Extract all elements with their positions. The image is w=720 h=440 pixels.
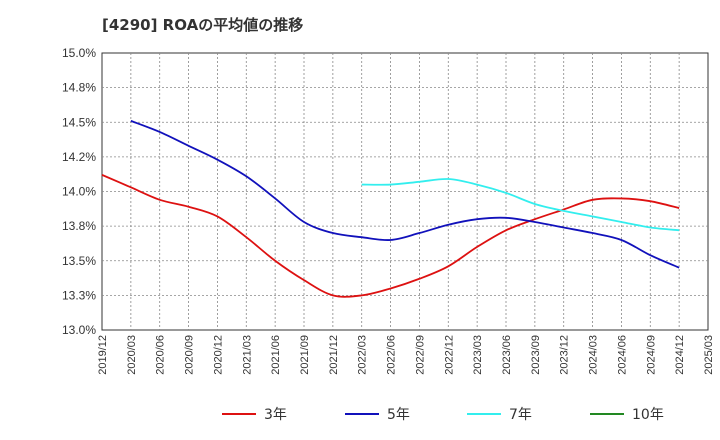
- y-tick-label: 13.3%: [62, 288, 96, 302]
- y-tick-label: 13.0%: [62, 323, 96, 337]
- x-tick-label: 2021/09: [299, 335, 311, 375]
- series-line-1: [130, 120, 680, 269]
- plot-area: [101, 52, 709, 331]
- series-lines: [101, 120, 680, 298]
- y-tick-label: 13.5%: [62, 254, 96, 268]
- y-tick-label: 14.2%: [62, 150, 96, 164]
- x-tick-label: 2022/09: [414, 335, 426, 375]
- x-tick-label: 2025/03: [703, 335, 715, 375]
- y-tick-label: 13.8%: [62, 219, 96, 233]
- x-tick-label: 2022/12: [443, 335, 455, 375]
- x-tick-label: 2024/06: [616, 335, 628, 375]
- x-tick-label: 2022/06: [386, 335, 398, 375]
- x-tick-label: 2024/09: [645, 335, 657, 375]
- x-tick-label: 2021/12: [328, 335, 340, 375]
- x-tick-label: 2021/03: [241, 335, 253, 375]
- y-tick-label: 15.0%: [62, 46, 96, 60]
- x-tick-label: 2019/12: [97, 335, 109, 375]
- x-axis-ticks: 2019/12 2020/03 2020/06 2020/09 2020/12 2021/…: [97, 335, 715, 375]
- x-tick-label: 2023/06: [501, 335, 513, 375]
- x-tick-label: 2024/12: [674, 335, 686, 375]
- x-tick-label: 2020/12: [212, 335, 224, 375]
- x-tick-label: 2024/03: [588, 335, 600, 375]
- y-tick-label: 14.5%: [62, 115, 96, 129]
- x-tick-label: 2020/09: [184, 335, 196, 375]
- chart-title: [4290] ROAの平均値の推移: [102, 16, 303, 34]
- series-line-2: [361, 178, 680, 232]
- x-tick-label: 2020/03: [126, 335, 138, 375]
- series-line-0: [101, 174, 680, 298]
- legend-label: 10年: [632, 407, 664, 423]
- grid: [102, 53, 708, 330]
- x-tick-label: 2023/09: [530, 335, 542, 375]
- legend: 3年 5年 7年 10年: [222, 407, 664, 423]
- x-tick-label: 2022/03: [357, 335, 369, 375]
- x-tick-label: 2020/06: [155, 335, 167, 375]
- x-tick-label: 2023/03: [472, 335, 484, 375]
- y-tick-label: 14.8%: [62, 81, 96, 95]
- x-tick-label: 2023/12: [559, 335, 571, 375]
- legend-label: 5年: [387, 407, 410, 423]
- y-axis-ticks: 13.0% 13.3% 13.5% 13.8% 14.0% 14.2% 14.5% 14.8%…: [62, 46, 96, 337]
- legend-label: 3年: [264, 407, 287, 423]
- x-tick-label: 2021/06: [270, 335, 282, 375]
- y-tick-label: 14.0%: [62, 185, 96, 199]
- legend-label: 7年: [509, 407, 532, 423]
